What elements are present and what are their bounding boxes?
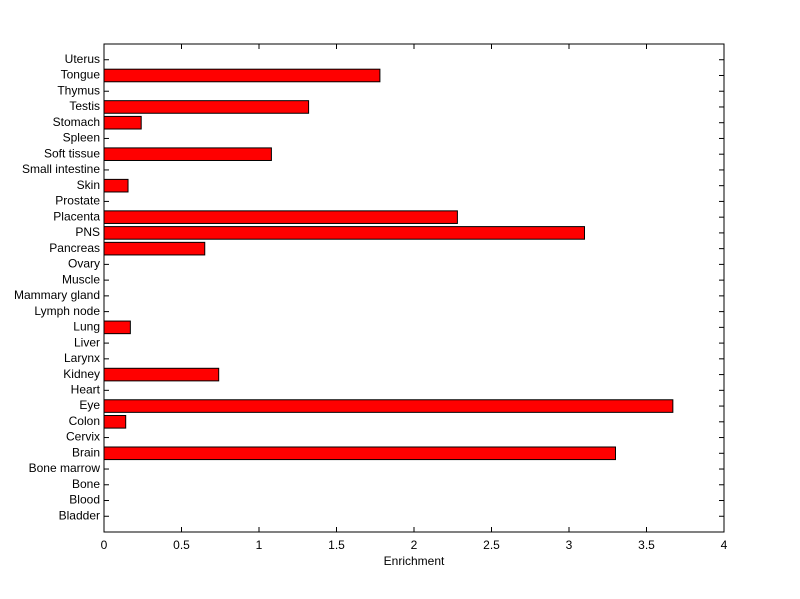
y-tick-label: Stomach [53,115,100,129]
bar [103,320,131,335]
y-tick-label: Thymus [57,83,100,97]
bar [103,399,674,413]
y-tick-label: Lung [73,320,100,334]
bar [103,147,272,161]
x-tick-label: 2.5 [483,538,500,552]
x-axis-label: Enrichment [384,554,445,568]
y-tick-label: PNS [75,225,100,239]
y-tick-label: Testis [69,99,100,113]
bar [103,367,220,382]
y-tick-label: Brain [72,445,100,459]
y-tick-label: Cervix [66,430,100,444]
y-tick-label: Liver [74,335,100,349]
y-tick-label: Uterus [65,52,100,66]
x-tick-label: 1.5 [328,538,345,552]
y-tick-label: Skin [77,178,100,192]
y-tick-label: Kidney [63,367,100,381]
y-tick-label: Muscle [62,272,100,286]
bar [103,210,458,224]
y-tick-label: Mammary gland [14,288,100,302]
x-tick-label: 4 [721,538,728,552]
bar [103,415,127,429]
y-tick-label: Colon [69,414,100,428]
x-tick-label: 2 [411,538,418,552]
x-tick-label: 3 [566,538,573,552]
y-tick-label: Bone [72,477,100,491]
y-tick-label: Larynx [64,351,100,365]
bar [103,446,616,461]
x-tick-label: 0.5 [173,538,190,552]
bar [103,226,585,240]
y-tick-label: Small intestine [22,162,100,176]
y-tick-label: Ovary [68,257,100,271]
y-tick-label: Eye [79,398,100,412]
y-tick-label: Tongue [61,68,101,82]
y-tick-label: Bone marrow [29,461,101,475]
y-tick-label: Bladder [59,508,100,522]
y-tick-label: Placenta [53,209,100,223]
y-tick-label: Blood [69,493,100,507]
y-tick-label: Prostate [55,194,100,208]
y-tick-label: Pancreas [49,241,100,255]
y-tick-label: Spleen [63,131,100,145]
y-tick-label: Soft tissue [44,146,100,160]
bar [103,115,142,130]
y-tick-label: Heart [71,382,101,396]
y-tick-label: Lymph node [34,304,100,318]
x-tick-label: 0 [101,538,108,552]
bar [103,241,206,256]
bar [103,100,310,114]
bar [103,68,381,83]
x-tick-label: 3.5 [638,538,655,552]
x-tick-label: 1 [256,538,263,552]
bar [103,178,129,193]
